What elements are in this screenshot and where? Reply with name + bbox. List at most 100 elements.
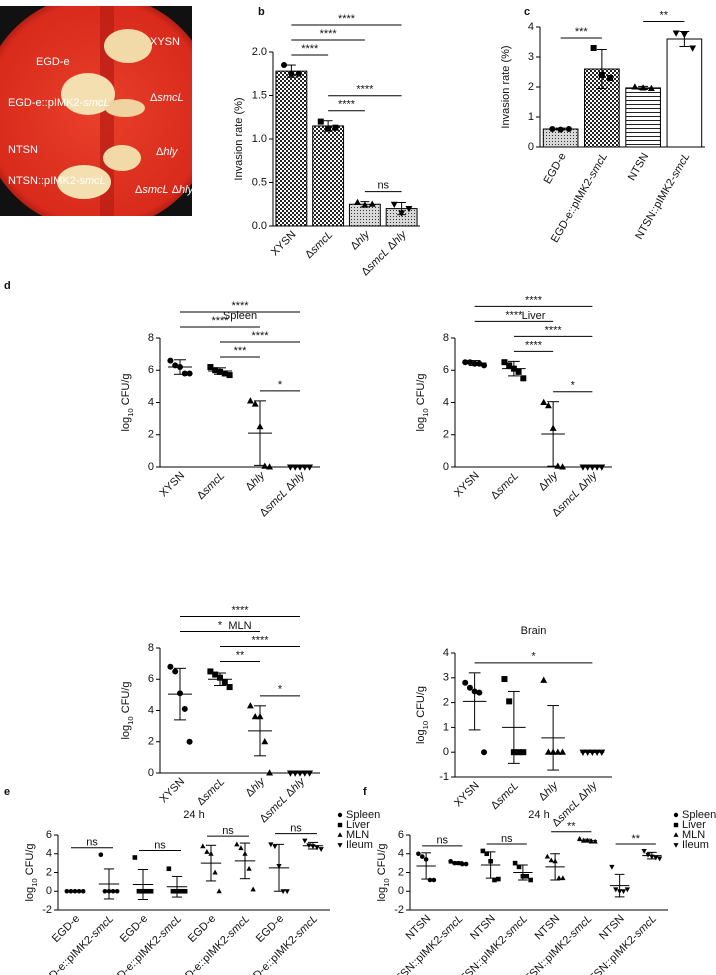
data-point bbox=[354, 198, 361, 206]
x-tick-label: XYSN bbox=[157, 776, 187, 806]
data-point bbox=[476, 360, 483, 367]
data-point bbox=[554, 748, 562, 755]
legend-marker bbox=[337, 822, 343, 828]
data-point bbox=[549, 748, 557, 755]
chart-title: Brain bbox=[521, 625, 547, 637]
y-axis-label: Invasion rate (%) bbox=[500, 45, 512, 128]
significance-label: **** bbox=[320, 28, 338, 40]
data-point bbox=[212, 367, 219, 374]
bar bbox=[666, 38, 703, 148]
data-point bbox=[207, 364, 214, 371]
x-tick-label: XYSN bbox=[157, 470, 187, 500]
data-point bbox=[598, 749, 606, 756]
data-point bbox=[510, 365, 517, 372]
legend-marker bbox=[673, 812, 679, 818]
y-tick-label: 0 bbox=[443, 461, 449, 473]
y-tick-label: 2 bbox=[528, 81, 534, 93]
data-point bbox=[181, 705, 188, 712]
data-point bbox=[540, 398, 548, 406]
y-tick-label: 1 bbox=[443, 721, 449, 733]
data-point bbox=[200, 843, 206, 849]
data-point bbox=[276, 863, 282, 869]
y-tick-label: 2 bbox=[46, 866, 52, 878]
data-point bbox=[520, 749, 527, 756]
chart-title: MLN bbox=[228, 620, 251, 632]
data-point bbox=[186, 738, 193, 745]
data-point bbox=[556, 875, 562, 881]
strain-label: XYSN bbox=[150, 36, 180, 48]
data-point bbox=[624, 887, 631, 893]
data-point bbox=[64, 888, 70, 894]
legend-marker bbox=[673, 832, 679, 837]
data-point bbox=[178, 888, 184, 894]
data-point bbox=[481, 362, 488, 369]
data-point bbox=[544, 853, 551, 859]
data-point bbox=[647, 84, 655, 92]
y-tick-label: 2 bbox=[398, 866, 404, 878]
data-point bbox=[515, 749, 522, 756]
y-tick-label: 8 bbox=[148, 332, 154, 344]
significance-label: *** bbox=[575, 26, 589, 38]
data-point bbox=[463, 861, 469, 867]
data-point bbox=[288, 70, 295, 77]
data-point bbox=[242, 850, 248, 856]
x-tick-label: Δhly bbox=[244, 775, 269, 800]
significance-label: **** bbox=[231, 300, 249, 312]
data-point bbox=[481, 749, 488, 756]
data-point bbox=[207, 668, 214, 675]
data-point bbox=[584, 749, 592, 756]
y-tick-label: 6 bbox=[443, 364, 449, 376]
data-point bbox=[631, 83, 639, 90]
significance-label: ns bbox=[290, 823, 302, 835]
y-tick-label: 1.5 bbox=[252, 89, 267, 101]
data-point bbox=[291, 770, 299, 777]
data-point bbox=[306, 843, 312, 849]
colony bbox=[104, 29, 152, 63]
data-point bbox=[234, 841, 240, 847]
data-point bbox=[510, 749, 517, 756]
bar bbox=[625, 87, 661, 148]
data-point bbox=[295, 70, 302, 77]
data-point bbox=[114, 888, 120, 894]
data-point bbox=[590, 45, 597, 51]
x-tick-label: XYSN bbox=[452, 780, 482, 810]
data-point bbox=[286, 770, 294, 777]
x-tick-label: XYSN bbox=[269, 229, 299, 259]
x-tick-label: EGD-e bbox=[542, 151, 569, 186]
y-tick-label: 3 bbox=[443, 672, 449, 684]
colony bbox=[61, 73, 115, 115]
data-point bbox=[80, 888, 86, 894]
data-point bbox=[204, 849, 210, 854]
data-point bbox=[172, 362, 179, 369]
significance-label: *** bbox=[234, 345, 248, 357]
data-point bbox=[448, 858, 453, 864]
x-tick-label: ΔsmcL bbox=[303, 229, 335, 261]
x-tick-label: EGD-e bbox=[118, 913, 150, 945]
legend-label: Ileum bbox=[682, 839, 709, 851]
legend-label: Spleen bbox=[682, 809, 716, 821]
data-point bbox=[520, 873, 526, 879]
significance-label: ns bbox=[377, 180, 389, 192]
significance-label: **** bbox=[251, 634, 269, 646]
chart-title: Spleen bbox=[223, 310, 257, 322]
y-tick-label: -1 bbox=[439, 771, 449, 783]
data-point bbox=[492, 877, 497, 883]
y-tick-label: 2 bbox=[148, 736, 154, 748]
legend-label: Liver bbox=[682, 819, 706, 831]
y-tick-label: 0 bbox=[148, 767, 154, 779]
data-point bbox=[431, 877, 437, 883]
data-point bbox=[620, 889, 627, 895]
y-tick-label: 4 bbox=[398, 848, 404, 860]
data-point bbox=[106, 888, 112, 894]
data-point bbox=[559, 463, 566, 470]
strain-label: EGD-e::pIMK2-smcL bbox=[8, 97, 109, 109]
data-point bbox=[645, 852, 651, 858]
data-point bbox=[544, 748, 552, 755]
data-point bbox=[167, 663, 174, 670]
y-tick-label: 4 bbox=[528, 21, 534, 33]
significance-label: **** bbox=[525, 339, 543, 351]
y-tick-label: 2 bbox=[443, 697, 449, 709]
data-point bbox=[314, 845, 320, 851]
data-point bbox=[559, 748, 566, 755]
data-point bbox=[616, 889, 623, 895]
